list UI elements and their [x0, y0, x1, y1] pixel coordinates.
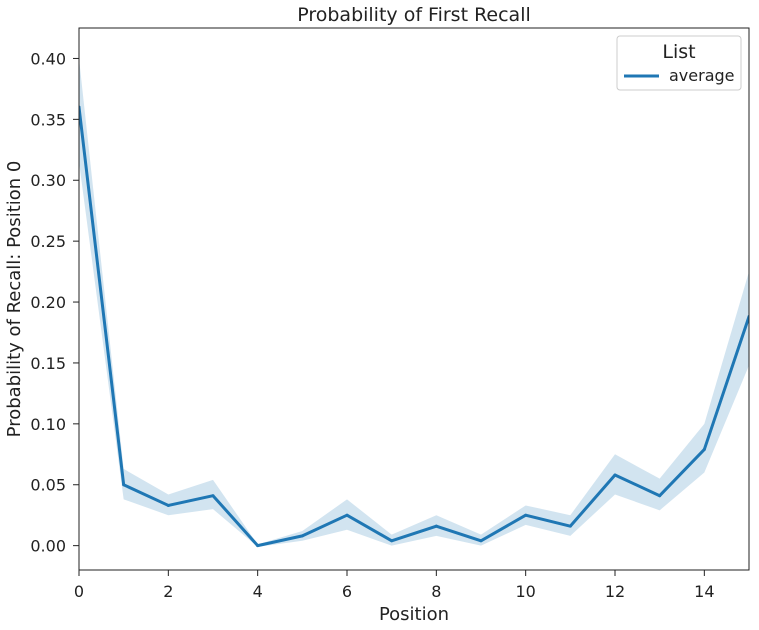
x-tick-label: 8	[431, 582, 441, 601]
y-tick-label: 0.25	[30, 232, 66, 251]
legend-title: List	[662, 41, 695, 63]
y-axis-title: Probability of Recall: Position 0	[4, 161, 25, 438]
data-point	[300, 534, 304, 538]
y-tick-label: 0.10	[30, 415, 66, 434]
data-point	[702, 447, 706, 451]
confidence-band-average	[79, 58, 749, 547]
y-tick-label: 0.00	[30, 537, 66, 556]
x-tick-label: 12	[605, 582, 625, 601]
data-point	[256, 544, 260, 548]
x-tick-label: 2	[163, 582, 173, 601]
y-tick-label: 0.30	[30, 171, 66, 190]
x-tick-label: 0	[74, 582, 84, 601]
data-point	[434, 524, 438, 528]
series-line-average	[79, 105, 749, 548]
x-tick-label: 14	[694, 582, 714, 601]
chart-title: Probability of First Recall	[297, 4, 531, 26]
data-point	[613, 473, 617, 477]
x-tick-label: 10	[515, 582, 535, 601]
y-tick-label: 0.15	[30, 354, 66, 373]
plot-frame	[78, 27, 750, 571]
y-tick-label: 0.05	[30, 476, 66, 495]
y-tick-label: 0.40	[30, 49, 66, 68]
data-point	[658, 494, 662, 498]
x-tick-label: 4	[253, 582, 263, 601]
y-tick-label: 0.20	[30, 293, 66, 312]
data-point	[211, 494, 215, 498]
y-tick-label: 0.35	[30, 110, 66, 129]
data-point	[524, 513, 528, 517]
x-axis-title: Position	[379, 604, 449, 625]
data-point	[345, 513, 349, 517]
data-point	[390, 539, 394, 543]
data-point	[568, 524, 572, 528]
legend-label-average: average	[669, 66, 735, 85]
x-tick-label: 6	[342, 582, 352, 601]
legend: List average	[616, 35, 742, 91]
data-point	[166, 503, 170, 507]
data-point	[122, 483, 126, 487]
data-point	[479, 539, 483, 543]
